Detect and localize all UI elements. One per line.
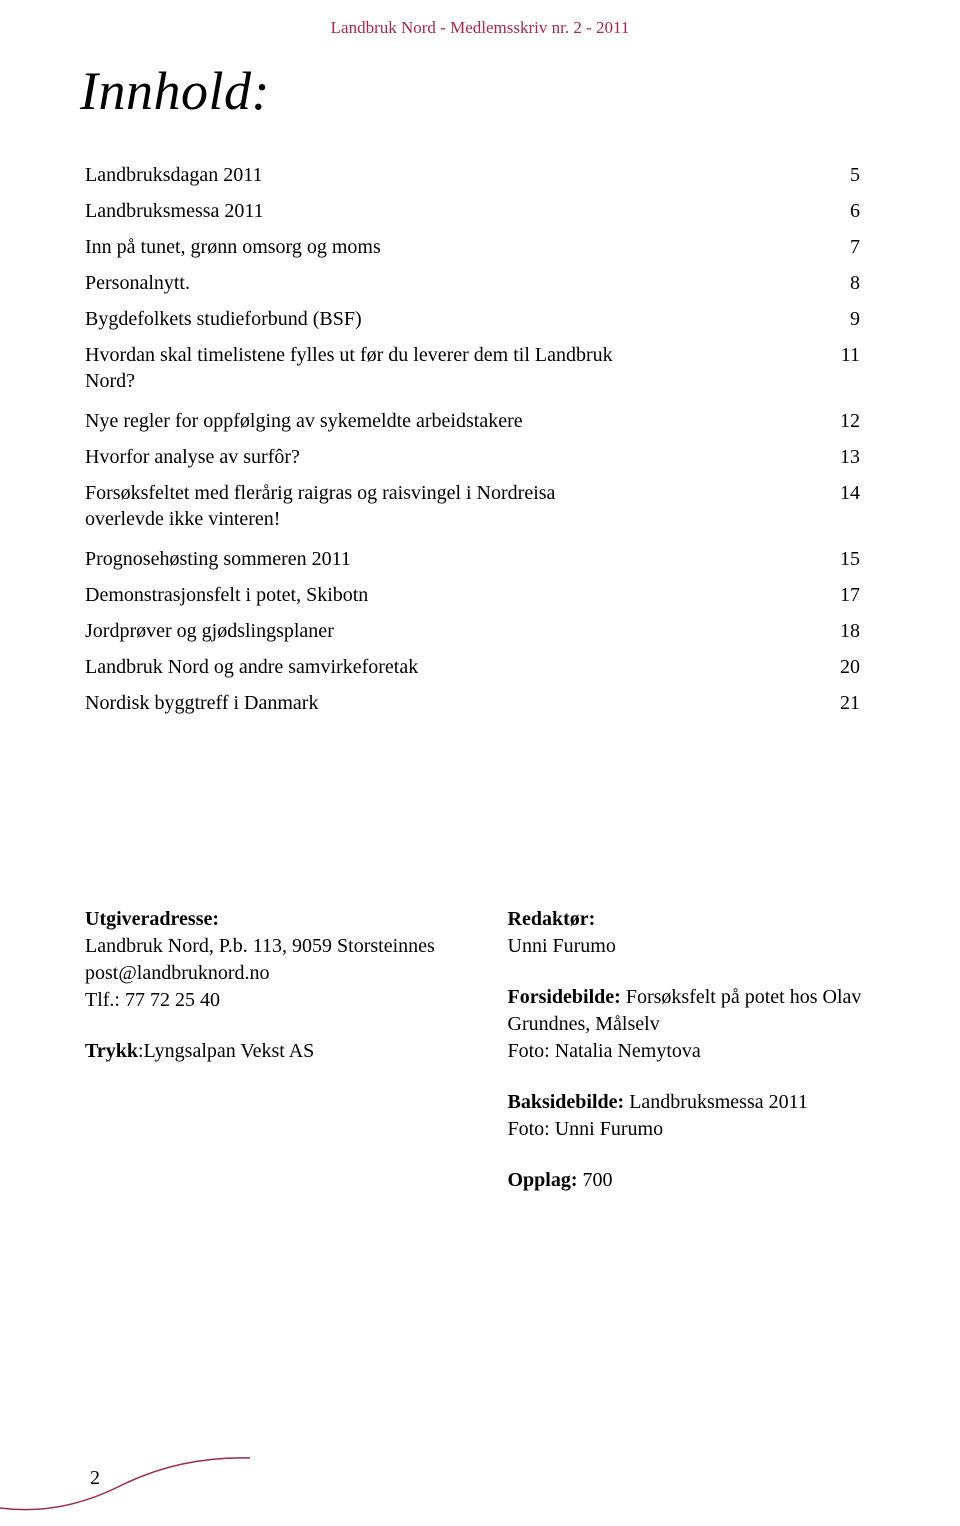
colophon: Utgiveradresse: Landbruk Nord, P.b. 113,… bbox=[85, 906, 880, 1218]
toc-row: Prognosehøsting sommeren 2011 15 bbox=[85, 546, 860, 572]
toc-label: Landbruksmessa 2011 bbox=[85, 198, 830, 224]
editor-name: Unni Furumo bbox=[508, 933, 881, 960]
toc-label: Demonstrasjonsfelt i potet, Skibotn bbox=[85, 582, 830, 608]
toc-page: 9 bbox=[830, 306, 860, 332]
toc-label: Prognosehøsting sommeren 2011 bbox=[85, 546, 830, 572]
toc-page: 15 bbox=[830, 546, 860, 572]
publisher-address: Landbruk Nord, P.b. 113, 9059 Storsteinn… bbox=[85, 933, 458, 960]
toc-row: Landbruksdagan 2011 5 bbox=[85, 162, 860, 188]
toc-label: Hvordan skal timelistene fylles ut før d… bbox=[85, 342, 665, 394]
toc-page: 5 bbox=[830, 162, 860, 188]
print-label: Trykk bbox=[85, 1040, 138, 1062]
front-cover-label: Forsidebilde: bbox=[508, 986, 621, 1008]
toc-page: 20 bbox=[830, 654, 860, 680]
toc-row: Nye regler for oppfølging av sykemeldte … bbox=[85, 408, 860, 434]
circulation-label: Opplag: bbox=[508, 1169, 578, 1191]
page-title: Innhold: bbox=[80, 60, 880, 122]
toc-row: Personalnytt. 8 bbox=[85, 270, 860, 296]
editor-column: Redaktør: Unni Furumo Forsidebilde: Fors… bbox=[508, 906, 881, 1218]
toc-row: Landbruksmessa 2011 6 bbox=[85, 198, 860, 224]
print-value: :Lyngsalpan Vekst AS bbox=[138, 1040, 314, 1062]
toc-row: Forsøksfeltet med flerårig raigras og ra… bbox=[85, 480, 860, 532]
toc-row: Inn på tunet, grønn omsorg og moms 7 bbox=[85, 234, 860, 260]
toc-label: Nye regler for oppfølging av sykemeldte … bbox=[85, 408, 830, 434]
toc-page: 17 bbox=[830, 582, 860, 608]
table-of-contents: Landbruksdagan 2011 5 Landbruksmessa 201… bbox=[85, 162, 860, 716]
toc-label: Bygdefolkets studieforbund (BSF) bbox=[85, 306, 830, 332]
toc-page: 8 bbox=[830, 270, 860, 296]
publisher-phone: Tlf.: 77 72 25 40 bbox=[85, 987, 458, 1014]
toc-page: 6 bbox=[830, 198, 860, 224]
toc-label: Jordprøver og gjødslingsplaner bbox=[85, 618, 830, 644]
toc-row: Nordisk byggtreff i Danmark 21 bbox=[85, 690, 860, 716]
toc-page: 14 bbox=[830, 480, 860, 506]
publisher-email: post@landbruknord.no bbox=[85, 960, 458, 987]
toc-row: Bygdefolkets studieforbund (BSF) 9 bbox=[85, 306, 860, 332]
toc-row: Hvordan skal timelistene fylles ut før d… bbox=[85, 342, 860, 394]
toc-page: 18 bbox=[830, 618, 860, 644]
toc-row: Jordprøver og gjødslingsplaner 18 bbox=[85, 618, 860, 644]
toc-label: Forsøksfeltet med flerårig raigras og ra… bbox=[85, 480, 605, 532]
toc-row: Demonstrasjonsfelt i potet, Skibotn 17 bbox=[85, 582, 860, 608]
toc-row: Landbruk Nord og andre samvirkeforetak 2… bbox=[85, 654, 860, 680]
back-cover-text: Landbruksmessa 2011 bbox=[624, 1091, 808, 1113]
back-cover-photo: Foto: Unni Furumo bbox=[508, 1116, 881, 1143]
front-cover-photo: Foto: Natalia Nemytova bbox=[508, 1038, 881, 1065]
back-cover-label: Baksidebilde: bbox=[508, 1091, 625, 1113]
toc-label: Personalnytt. bbox=[85, 270, 830, 296]
toc-label: Hvorfor analyse av surfôr? bbox=[85, 444, 830, 470]
toc-label: Landbruk Nord og andre samvirkeforetak bbox=[85, 654, 830, 680]
toc-page: 13 bbox=[830, 444, 860, 470]
publisher-column: Utgiveradresse: Landbruk Nord, P.b. 113,… bbox=[85, 906, 458, 1218]
toc-page: 21 bbox=[830, 690, 860, 716]
running-header: Landbruk Nord - Medlemsskriv nr. 2 - 201… bbox=[80, 0, 880, 60]
circulation-value: 700 bbox=[578, 1169, 613, 1191]
decorative-curve-icon bbox=[0, 1448, 260, 1518]
toc-page: 11 bbox=[830, 342, 860, 368]
publisher-heading: Utgiveradresse: bbox=[85, 906, 458, 933]
toc-label: Nordisk byggtreff i Danmark bbox=[85, 690, 830, 716]
toc-page: 7 bbox=[830, 234, 860, 260]
toc-label: Inn på tunet, grønn omsorg og moms bbox=[85, 234, 830, 260]
toc-row: Hvorfor analyse av surfôr? 13 bbox=[85, 444, 860, 470]
editor-heading: Redaktør: bbox=[508, 906, 881, 933]
toc-page: 12 bbox=[830, 408, 860, 434]
toc-label: Landbruksdagan 2011 bbox=[85, 162, 830, 188]
